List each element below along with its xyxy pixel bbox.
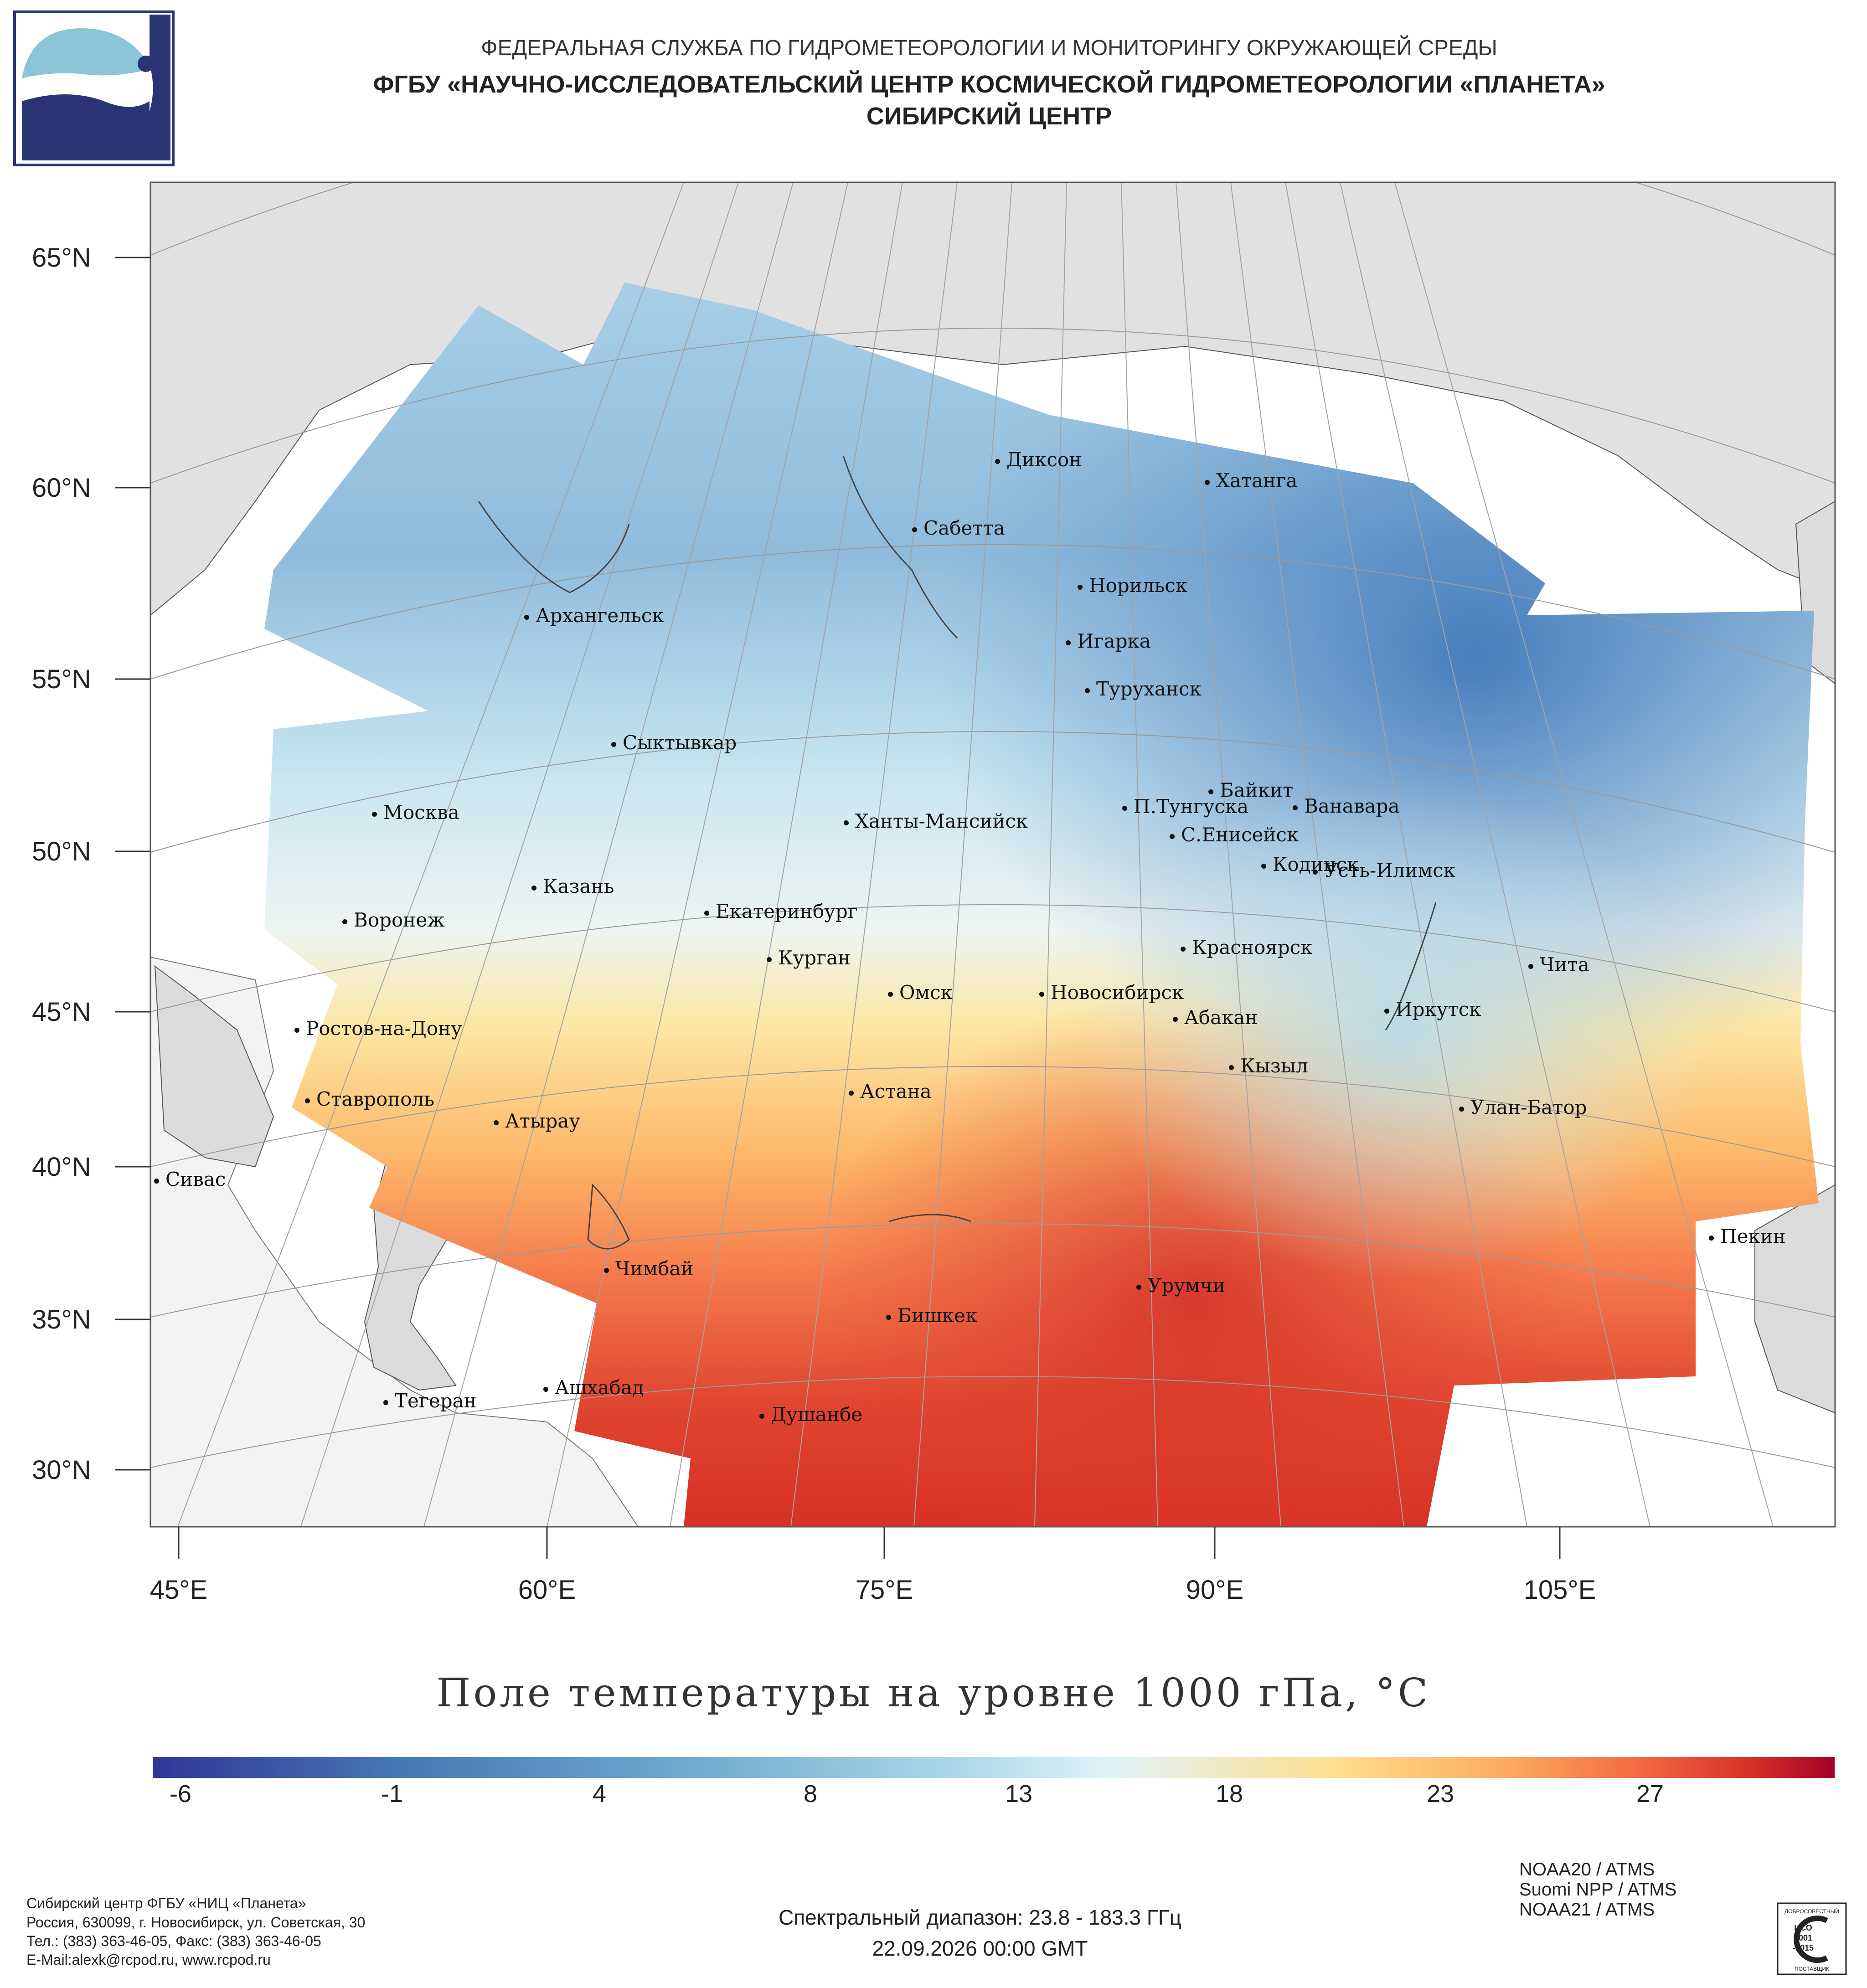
colorbar-tick: 27 — [1636, 1780, 1664, 1808]
city-voronezh: Воронеж — [342, 911, 445, 930]
lat-label-45: 45°N — [32, 997, 91, 1027]
lat-label-65: 65°N — [32, 243, 91, 273]
city-dushanbe: Душанбе — [759, 1405, 862, 1424]
city-tehran: Тегеран — [383, 1391, 477, 1411]
parallel-55 — [150, 544, 1835, 680]
city-dikson: Диксон — [995, 450, 1082, 469]
yellow-sea-land — [1754, 1184, 1835, 1414]
city-sabetta: Сабетта — [912, 519, 1005, 538]
colorbar-tick: -6 — [169, 1780, 191, 1808]
lat-label-30: 30°N — [32, 1455, 91, 1485]
city-moscow: Москва — [372, 803, 459, 822]
lat-label-40: 40°N — [32, 1152, 91, 1182]
city-ulan-bator: Улан-Батор — [1459, 1098, 1587, 1117]
satellite-suomi-npp: Suomi NPP / ATMS — [1519, 1880, 1677, 1900]
lon-label-105: 105°E — [1523, 1575, 1596, 1605]
city-kyzyl: Кызыл — [1229, 1056, 1308, 1076]
spectral-range: Спектральный диапазон: 23.8 - 183.3 ГГц — [778, 1906, 1182, 1929]
city-norilsk: Норильск — [1078, 576, 1187, 595]
city-novosibirsk: Новосибирск — [1039, 983, 1184, 1002]
header-agency: ФЕДЕРАЛЬНАЯ СЛУЖБА ПО ГИДРОМЕТЕОРОЛОГИИ … — [481, 36, 1497, 60]
city-atyrau: Атырау — [494, 1112, 580, 1131]
colorbar-tick: 18 — [1215, 1780, 1243, 1808]
city-chita: Чита — [1528, 955, 1589, 974]
header-institution: ФГБУ «НАУЧНО-ИССЛЕДОВАТЕЛЬСКИЙ ЦЕНТР КОС… — [373, 71, 1605, 98]
lon-label-90: 90°E — [1186, 1575, 1244, 1605]
city-kazan: Казань — [531, 877, 614, 896]
city-baykit: Байкит — [1208, 781, 1293, 800]
aral-sea — [587, 1183, 630, 1250]
iso-badge: ДОБРОСОВЕСТНЫЙ ИСО 9001 -2015 ПОСТАВЩИК — [1777, 1902, 1847, 1975]
city-beijing: Пекин — [1709, 1227, 1786, 1246]
svg-text:ИСО: ИСО — [1794, 1923, 1812, 1932]
city-astana: Астана — [849, 1082, 932, 1101]
satellite-noaa21: NOAA21 / ATMS — [1519, 1900, 1655, 1920]
parallel-35 — [150, 1223, 1835, 1318]
city-arkhangelsk: Архангельск — [524, 606, 664, 625]
city-igarka: Игарка — [1066, 632, 1151, 651]
caspian-region-land — [150, 956, 639, 1527]
lat-label-55: 55°N — [32, 664, 91, 694]
city-rostov-na-donu: Ростов-на-Дону — [294, 1019, 462, 1038]
lon-label-75: 75°E — [855, 1575, 913, 1605]
city-sivas: Сивас — [154, 1170, 226, 1189]
colorbar-tick: 13 — [1005, 1780, 1033, 1808]
arctic-land — [150, 182, 1835, 616]
city-urumqi: Урумчи — [1136, 1276, 1225, 1295]
city-omsk: Омск — [888, 983, 953, 1002]
city-abakan: Абакан — [1173, 1008, 1258, 1027]
header-center: СИБИРСКИЙ ЦЕНТР — [866, 103, 1112, 130]
city-p-tunguska: П.Тунгуска — [1122, 797, 1248, 816]
footer-phone: Тел.: (383) 363-46-05, Факс: (383) 363-4… — [26, 1933, 321, 1949]
colorbar — [153, 1757, 1835, 1778]
city-vanavara: Ванавара — [1293, 797, 1400, 816]
city-khatanga: Хатанга — [1205, 471, 1297, 490]
planeta-logo — [13, 10, 175, 166]
balkhash-lake — [888, 1214, 971, 1222]
city-bishkek: Бишкек — [886, 1306, 977, 1325]
city-ust-ilimsk: Усть-Илимск — [1313, 861, 1455, 880]
city-s-eniseysk: С.Енисейск — [1170, 825, 1299, 845]
parallel-50 — [150, 731, 1835, 853]
svg-text:ДОБРОСОВЕСТНЫЙ: ДОБРОСОВЕСТНЫЙ — [1784, 1908, 1839, 1915]
city-khanty-mansiysk: Ханты-Мансийск — [844, 812, 1028, 831]
city-krasnoyarsk: Красноярск — [1181, 938, 1312, 957]
lon-label-60: 60°E — [518, 1575, 576, 1605]
white-sea-coast — [478, 501, 630, 593]
city-stavropol: Ставрополь — [305, 1090, 434, 1109]
svg-text:-2015: -2015 — [1793, 1943, 1814, 1952]
parallel-45 — [150, 904, 1835, 1012]
svg-text:ПОСТАВЩИК: ПОСТАВЩИК — [1795, 1966, 1829, 1972]
parallel-60 — [150, 328, 1835, 484]
city-irkutsk: Иркутск — [1384, 1000, 1481, 1019]
city-chimbay: Чимбай — [604, 1259, 693, 1278]
city-ashgabat: Ашхабад — [543, 1378, 644, 1397]
parallel-40 — [150, 1066, 1835, 1167]
lat-label-50: 50°N — [32, 837, 91, 866]
datetime: 22.09.2026 00:00 GMT — [872, 1936, 1088, 1960]
svg-text:9001: 9001 — [1794, 1933, 1812, 1942]
footer-address: Россия, 630099, г. Новосибирск, ул. Сове… — [26, 1914, 366, 1931]
parallel-30 — [150, 1376, 1835, 1468]
baikal-lake — [1385, 902, 1437, 1030]
footer-org-name: Сибирский центр ФГБУ «НИЦ «Планета» — [26, 1895, 306, 1911]
city-kurgan: Курган — [767, 948, 851, 968]
yamal-coast — [842, 455, 958, 639]
map-title: Поле температуры на уровне 1000 гПа, °C — [436, 1670, 1431, 1716]
city-ekaterinburg: Екатеринбург — [704, 902, 858, 921]
colorbar-tick: 8 — [803, 1780, 818, 1808]
colorbar-tick: 4 — [592, 1780, 607, 1808]
lat-label-60: 60°N — [32, 473, 91, 503]
lat-label-35: 35°N — [32, 1305, 91, 1334]
lon-label-45: 45°E — [150, 1575, 208, 1605]
city-syktyvkar: Сыктывкар — [611, 733, 737, 752]
satellite-noaa20: NOAA20 / ATMS — [1519, 1859, 1655, 1880]
colorbar-tick: 23 — [1426, 1780, 1454, 1808]
city-turukhansk: Туруханск — [1085, 680, 1202, 699]
footer-contacts: E-Mail:alexk@rcpod.ru, www.rcpod.ru — [26, 1952, 271, 1968]
colorbar-tick: -1 — [381, 1780, 403, 1808]
